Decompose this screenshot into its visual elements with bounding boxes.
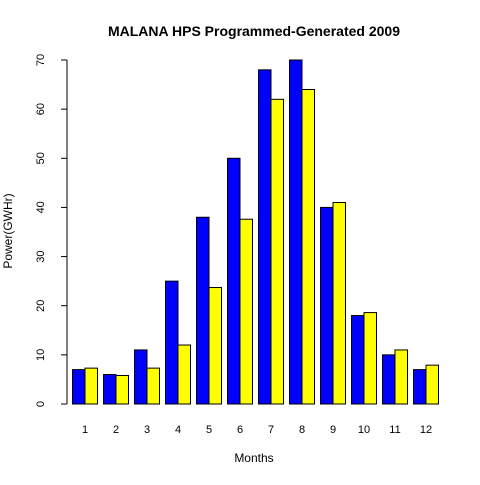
x-tick-label: 10	[358, 424, 370, 436]
bar-series-2-month-5	[208, 287, 222, 405]
x-tick-label: 12	[420, 424, 432, 436]
bar-series-2-month-10	[363, 312, 377, 405]
bar-series-2-month-8	[301, 88, 315, 405]
bar-series-2-month-4	[177, 344, 191, 405]
bar-series-1-month-7	[258, 69, 272, 405]
bar-series-2-month-11	[394, 349, 408, 405]
x-tick-label: 6	[237, 424, 243, 436]
bar-series-1-month-3	[134, 349, 148, 405]
y-tick-label: 50	[35, 152, 47, 164]
x-tick-label: 4	[175, 424, 181, 436]
bar-series-1-month-11	[382, 354, 396, 405]
x-tick-label: 11	[389, 424, 400, 436]
bar-series-1-month-2	[103, 374, 117, 405]
y-tick-label: 30	[35, 250, 47, 262]
x-tick-label: 8	[299, 424, 305, 436]
x-tick-label: 9	[330, 424, 336, 436]
bar-series-2-month-2	[115, 374, 129, 405]
chart-title: MALANA HPS Programmed-Generated 2009	[108, 23, 400, 39]
y-tick-label: 0	[35, 401, 47, 407]
x-axis-tick-labels: 1 2 3 4 5 6 7 8 9 10 11 12	[82, 424, 432, 436]
bar-series-1-month-4	[165, 280, 179, 405]
bars-layer	[72, 59, 439, 405]
y-tick-label: 10	[35, 349, 47, 361]
y-tick-label: 70	[35, 54, 47, 66]
bar-series-2-month-7	[270, 98, 284, 405]
bar-series-1-month-5	[196, 216, 210, 405]
x-axis-label: Months	[234, 451, 273, 465]
bar-series-2-month-1	[84, 367, 98, 405]
bar-series-2-month-6	[239, 218, 253, 405]
bar-series-2-month-9	[332, 202, 346, 405]
x-tick-label: 2	[113, 424, 119, 436]
y-tick-label: 40	[35, 201, 47, 213]
y-axis-label: Power(GWHr)	[1, 193, 15, 268]
x-tick-label: 1	[82, 424, 88, 436]
bar-series-1-month-1	[72, 369, 86, 405]
y-tick-label: 60	[35, 103, 47, 115]
bar-series-1-month-9	[320, 206, 334, 405]
bar-series-1-month-6	[227, 157, 241, 405]
y-tick-label: 20	[35, 300, 47, 312]
x-tick-label: 7	[268, 424, 274, 436]
bar-series-2-month-12	[425, 364, 439, 405]
bar-series-1-month-10	[351, 315, 365, 405]
y-axis: 0 10 20 30 40 50 60 70	[35, 54, 68, 407]
bar-series-2-month-3	[146, 367, 160, 405]
bar-series-1-month-12	[413, 369, 427, 405]
bar-series-1-month-8	[289, 59, 303, 405]
x-tick-label: 5	[206, 424, 212, 436]
x-tick-label: 3	[144, 424, 150, 436]
